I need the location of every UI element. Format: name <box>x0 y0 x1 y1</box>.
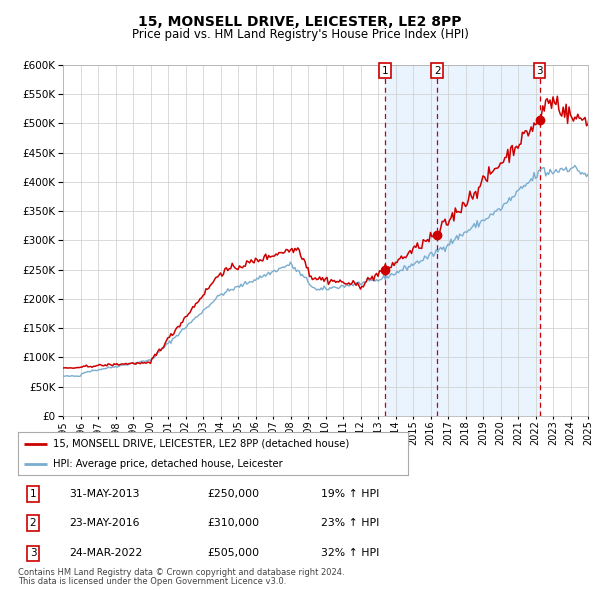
Text: 23% ↑ HPI: 23% ↑ HPI <box>321 519 379 528</box>
Text: 2: 2 <box>434 65 440 76</box>
Bar <box>437 65 539 416</box>
Bar <box>385 65 437 416</box>
Text: 31-MAY-2013: 31-MAY-2013 <box>69 489 139 499</box>
Text: 32% ↑ HPI: 32% ↑ HPI <box>321 549 379 558</box>
Text: Price paid vs. HM Land Registry's House Price Index (HPI): Price paid vs. HM Land Registry's House … <box>131 28 469 41</box>
Text: 1: 1 <box>29 489 37 499</box>
Text: £250,000: £250,000 <box>207 489 259 499</box>
Text: 23-MAY-2016: 23-MAY-2016 <box>69 519 139 528</box>
Text: £310,000: £310,000 <box>207 519 259 528</box>
Text: 19% ↑ HPI: 19% ↑ HPI <box>321 489 379 499</box>
Text: 3: 3 <box>29 549 37 558</box>
Text: 15, MONSELL DRIVE, LEICESTER, LE2 8PP: 15, MONSELL DRIVE, LEICESTER, LE2 8PP <box>138 15 462 30</box>
Text: 2: 2 <box>29 519 37 528</box>
Text: 24-MAR-2022: 24-MAR-2022 <box>69 549 142 558</box>
Text: £505,000: £505,000 <box>207 549 259 558</box>
Text: Contains HM Land Registry data © Crown copyright and database right 2024.: Contains HM Land Registry data © Crown c… <box>18 568 344 577</box>
Text: 1: 1 <box>382 65 388 76</box>
Text: HPI: Average price, detached house, Leicester: HPI: Average price, detached house, Leic… <box>53 460 283 469</box>
Text: 15, MONSELL DRIVE, LEICESTER, LE2 8PP (detached house): 15, MONSELL DRIVE, LEICESTER, LE2 8PP (d… <box>53 439 349 449</box>
Text: This data is licensed under the Open Government Licence v3.0.: This data is licensed under the Open Gov… <box>18 577 286 586</box>
Text: 3: 3 <box>536 65 543 76</box>
